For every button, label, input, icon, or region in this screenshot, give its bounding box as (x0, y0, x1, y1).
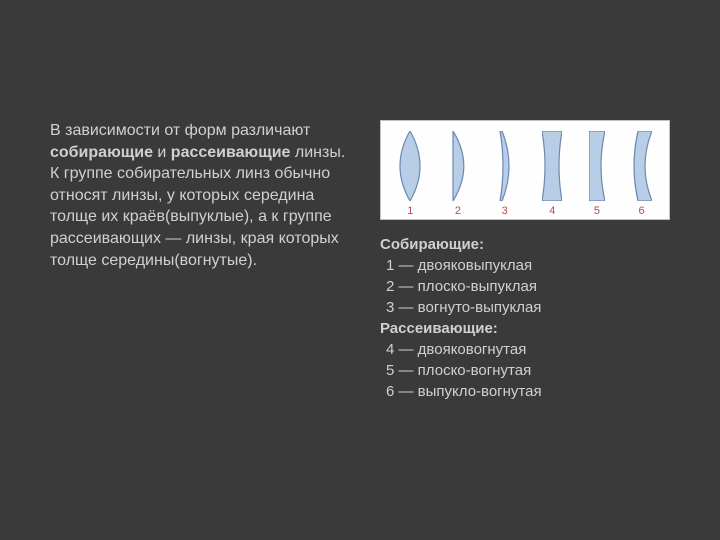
lens-convexo-concave: 6 (632, 131, 652, 217)
para-prefix: В зависимости от форм различают (50, 122, 310, 139)
legend-item: 6 — выпукло-вогнутая (380, 381, 680, 402)
para-bold-2: рассеивающие (171, 144, 291, 161)
right-column: 1 2 3 4 5 6 Собирающие: 1 — двояковыпуклая 2 … (380, 120, 680, 402)
para-mid-1: и (153, 144, 171, 161)
legend-item: 4 — двояковогнутая (380, 339, 680, 360)
para-rest: линзы. К группе собирательных линз обычн… (50, 144, 345, 269)
lens-number: 3 (502, 205, 508, 217)
lens-concavo-convex: 3 (494, 131, 516, 217)
lens-number: 4 (549, 205, 555, 217)
legend-item: 2 — плоско-выпуклая (380, 276, 680, 297)
slide-content: В зависимости от форм различают собирающ… (50, 120, 680, 402)
lens-plano-convex: 2 (449, 131, 467, 217)
lens-number: 2 (455, 205, 461, 217)
lens-number: 6 (639, 205, 645, 217)
lens-diagram: 1 2 3 4 5 6 (380, 120, 670, 220)
description-paragraph: В зависимости от форм различают собирающ… (50, 120, 350, 402)
lens-plano-concave: 5 (589, 131, 605, 217)
legend-group1-title: Собирающие: (380, 234, 680, 255)
lens-legend: Собирающие: 1 — двояковыпуклая 2 — плоск… (380, 234, 680, 402)
legend-item: 1 — двояковыпуклая (380, 255, 680, 276)
legend-item: 3 — вогнуто-выпуклая (380, 297, 680, 318)
para-bold-1: собирающие (50, 144, 153, 161)
lens-biconcave: 4 (542, 131, 562, 217)
lens-number: 1 (407, 205, 413, 217)
legend-group2-title: Рассеивающие: (380, 318, 680, 339)
lens-biconvex: 1 (398, 131, 422, 217)
legend-item: 5 — плоско-вогнутая (380, 360, 680, 381)
lens-number: 5 (594, 205, 600, 217)
